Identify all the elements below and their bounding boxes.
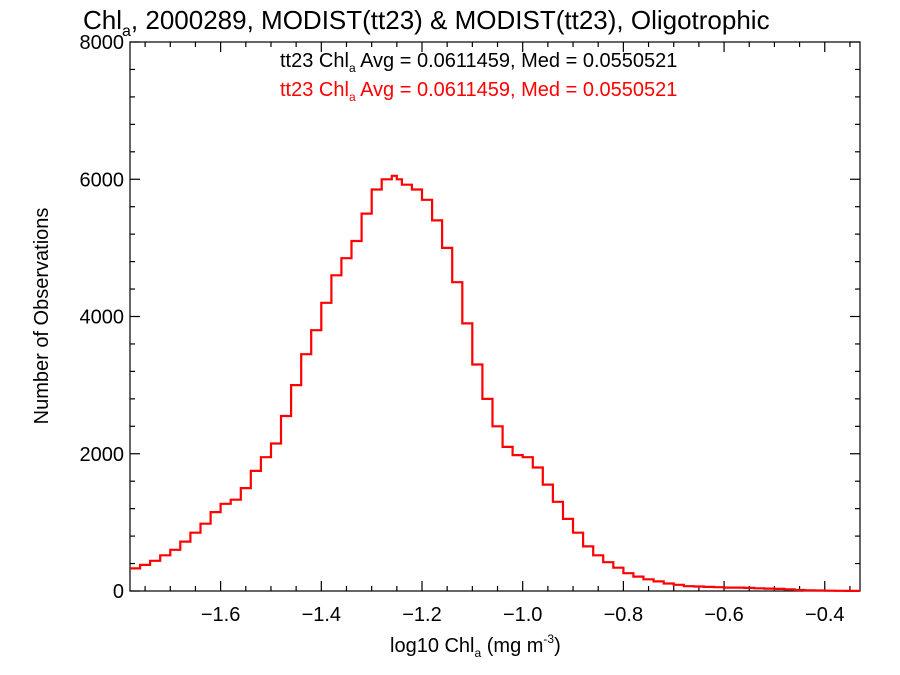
x-axis-label-sup: -3	[543, 632, 554, 646]
y-tick-labels: 0 2000 4000 6000 8000	[80, 32, 125, 603]
x-axis-label: log10 Chla (mg m-3)	[390, 632, 561, 660]
x-tick-label: −1.4	[302, 604, 341, 626]
y-tick-label: 0	[113, 581, 124, 603]
x-tick-label: −0.4	[805, 604, 844, 626]
chart-title-pre: Chl	[83, 5, 122, 35]
x-axis-label-pre: log10 Chl	[390, 635, 475, 657]
y-tick-label: 8000	[80, 32, 125, 54]
annotation-black-pre: tt23 Chl	[280, 50, 349, 72]
annotation-red: tt23 Chla Avg = 0.0611459, Med = 0.05505…	[280, 79, 677, 104]
y-tick-label: 4000	[80, 307, 125, 329]
chart-title-sub: a	[122, 23, 131, 40]
plot-frame	[129, 41, 861, 592]
chart-title: Chla, 2000289, MODIST(tt23) & MODIST(tt2…	[83, 5, 770, 40]
chart-title-post: , 2000289, MODIST(tt23) & MODIST(tt23), …	[131, 5, 770, 35]
y-axis-label: Number of Observations	[31, 208, 53, 425]
annotation-red-pre: tt23 Chl	[280, 79, 349, 101]
y-tick-label: 2000	[80, 444, 125, 466]
y-tick-label: 6000	[80, 169, 125, 191]
x-axis-label-post: )	[554, 635, 561, 657]
annotation-black: tt23 Chla Avg = 0.0611459, Med = 0.05505…	[280, 50, 677, 75]
x-tick-labels: −1.6 −1.4 −1.2 −1.0 −0.8 −0.6 −0.4	[201, 604, 845, 626]
annotation-black-sub: a	[349, 61, 356, 75]
histogram-series-line	[130, 174, 860, 592]
x-axis-label-sub: a	[475, 646, 482, 660]
annotation-black-post: Avg = 0.0611459, Med = 0.0550521	[356, 50, 678, 72]
axis-ticks	[130, 41, 860, 592]
x-tick-label: −0.8	[604, 604, 643, 626]
annotation-red-sub: a	[349, 90, 356, 104]
annotation-red-post: Avg = 0.0611459, Med = 0.0550521	[356, 79, 678, 101]
x-axis-label-mid: (mg m	[481, 635, 543, 657]
x-tick-label: −1.6	[201, 604, 240, 626]
x-tick-label: −1.2	[402, 604, 441, 626]
x-tick-label: −0.6	[704, 604, 743, 626]
x-tick-label: −1.0	[503, 604, 542, 626]
